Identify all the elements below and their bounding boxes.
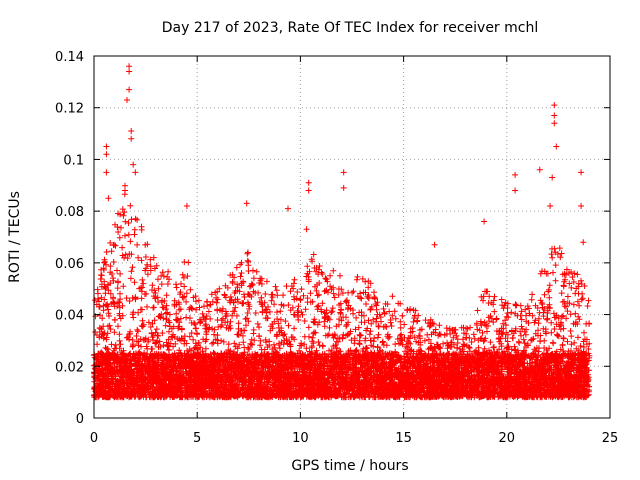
y-tick-label: 0.06 (55, 257, 84, 272)
y-tick-label: 0.12 (55, 102, 84, 117)
y-tick-label: 0.14 (55, 50, 84, 65)
x-tick-label: 20 (499, 431, 516, 446)
axis-ticks (93, 55, 611, 419)
x-axis-title: GPS time / hours (291, 458, 408, 474)
x-tick-label: 10 (292, 431, 309, 446)
y-tick-label: 0.1 (63, 153, 84, 168)
y-tick-label: 0.02 (55, 360, 84, 375)
axis-tick-labels: 0 0.02 0.04 0.06 0.08 0.1 0.12 0.14 0 5 10 15 20 25 (55, 50, 618, 446)
plot-frame (93, 55, 611, 419)
y-axis-title: ROTI / TECUs (7, 191, 23, 283)
y-tick-label: 0.04 (55, 309, 84, 324)
y-tick-label: 0.08 (55, 205, 84, 220)
scatter-points (91, 63, 593, 401)
x-tick-label: 15 (395, 431, 412, 446)
x-tick-label: 0 (90, 431, 98, 446)
roti-data-points (91, 63, 593, 401)
x-tick-label: 25 (602, 431, 619, 446)
chart-title: Day 217 of 2023, Rate Of TEC Index for r… (162, 20, 538, 36)
y-tick-label: 0 (76, 412, 84, 427)
grid-lines (94, 56, 610, 418)
x-tick-label: 5 (193, 431, 201, 446)
